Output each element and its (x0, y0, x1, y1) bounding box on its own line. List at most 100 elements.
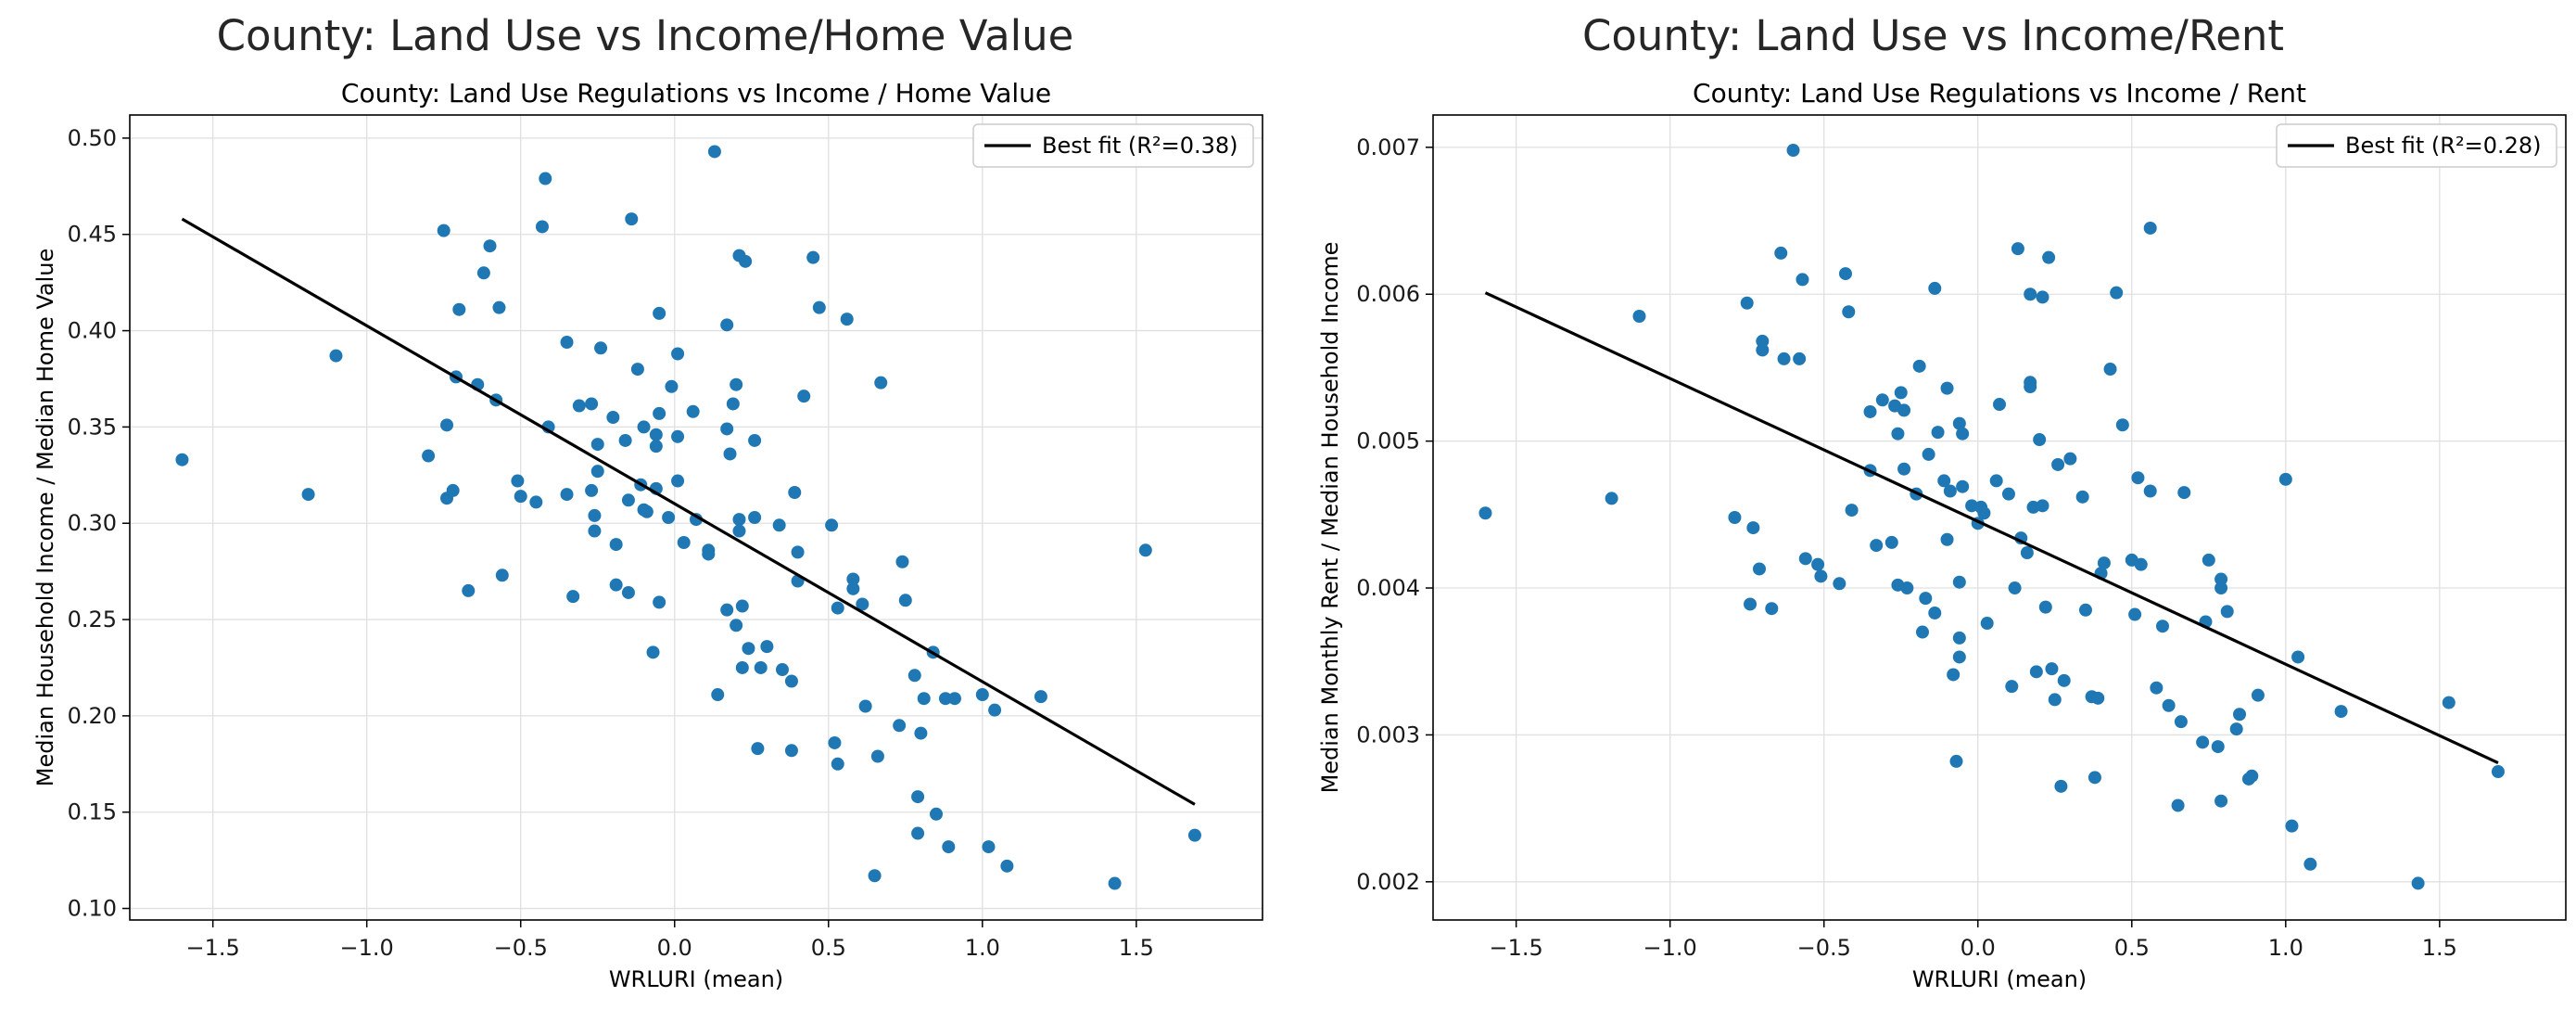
chart1-point (748, 433, 762, 447)
chart2-point (1774, 246, 1788, 260)
chart2-x-tick-label: −1.0 (1643, 935, 1697, 961)
chart1-point (846, 581, 860, 595)
chart2-point (1777, 351, 1791, 365)
chart2-point (1943, 484, 1957, 498)
chart1-point (784, 674, 798, 688)
chart2-y-tick-label: 0.002 (1356, 869, 1420, 895)
chart2-point (1952, 650, 1966, 664)
chart2-point (2024, 380, 2037, 394)
chart2-point (1956, 479, 1970, 493)
chart1-point (942, 840, 956, 854)
chart2-point (2150, 681, 2164, 695)
chart2-point (2024, 287, 2037, 301)
chart2-point (1952, 631, 1966, 645)
chart2-point (2001, 487, 2015, 501)
chart2-point (2110, 286, 2124, 300)
chart1-point (1034, 690, 1047, 704)
chart1-y-tick-label: 0.35 (68, 414, 117, 440)
chart2-point (2078, 603, 2092, 617)
chart1-point (742, 642, 755, 656)
chart2-point (1915, 625, 1929, 639)
chart1-point (492, 300, 506, 314)
chart1-point (874, 376, 888, 390)
chart1-x-tick-label: −1.5 (186, 935, 240, 961)
chart2-point (2334, 705, 2348, 719)
chart2-point (1897, 403, 1911, 417)
chart2-point (2008, 581, 2022, 595)
chart1-point (483, 239, 497, 253)
chart2-legend-box (2276, 123, 2557, 168)
chart1-x-tick-label: 0.0 (657, 935, 692, 961)
chart1-point (831, 757, 844, 771)
chart2-point (1875, 393, 1889, 407)
chart1-x-tick-label: 1.0 (965, 935, 1000, 961)
chart1-point (535, 220, 549, 234)
chart2-y-tick-label: 0.006 (1356, 281, 1420, 307)
chart1-point (514, 490, 527, 504)
chart2-point (1897, 462, 1911, 476)
chart2-point (2075, 490, 2089, 504)
chart1-point (495, 568, 509, 582)
chart2-point (1740, 296, 1754, 310)
chart1-y-tick-label: 0.30 (68, 510, 117, 536)
chart1-point (560, 336, 574, 350)
chart1-point (947, 692, 961, 706)
chart1-x-tick-label: −1.0 (340, 935, 394, 961)
chart1-y-axis-label: Median Household Income / Median Home Va… (32, 249, 58, 787)
chart2-legend: Best fit (R²=0.28) (2276, 123, 2557, 168)
chart2-x-tick-label: −0.5 (1797, 935, 1851, 961)
chart2-point (2045, 662, 2059, 676)
chart1-point (686, 404, 700, 418)
chart2-point (1793, 351, 1807, 365)
chart1-point (911, 826, 925, 840)
chart2-point (1940, 381, 1954, 395)
chart1-point (588, 524, 602, 538)
chart1-point (735, 599, 749, 613)
chart1-point (446, 483, 460, 497)
chart2-point (2251, 688, 2265, 702)
chart1-axes: −1.5 −1.0 −0.5 0.0 0.5 1.0 1.5 0.10 0.15 0.20 0.25… (32, 78, 1263, 992)
chart1-point (594, 341, 608, 355)
chart1-point (585, 397, 599, 411)
chart1-point (462, 583, 476, 597)
chart1-point (732, 524, 746, 538)
chart1-point (609, 578, 623, 592)
chart1-point (707, 145, 721, 159)
chart2-point (2005, 680, 2019, 694)
chart2-point (1993, 398, 2006, 412)
chart1-point (437, 224, 450, 237)
chart1-point (791, 545, 805, 559)
chart2-point (2177, 486, 2191, 500)
chart1-point (646, 645, 660, 659)
chart1-point (606, 411, 620, 425)
chart2-point (2091, 691, 2105, 705)
chart1-point (621, 585, 635, 599)
chart1-point (1187, 828, 1201, 842)
chart1-point (825, 518, 839, 532)
chart1-point (539, 172, 552, 185)
chart2-point (2054, 779, 2068, 793)
chart2-point (2038, 600, 2052, 614)
chart1-x-tick-label: 1.5 (1119, 935, 1154, 961)
chart1-point (831, 601, 844, 615)
chart2-point (1940, 532, 1954, 546)
chart2-point (2491, 765, 2505, 779)
chart2-point (1798, 552, 1812, 566)
chart1-point (846, 572, 860, 586)
chart1-point (828, 735, 842, 749)
chart1-point (775, 663, 789, 677)
chart2-y-tick-label: 0.005 (1356, 428, 1420, 454)
chart2-point (2285, 819, 2299, 833)
chart2-x-tick-label: −1.5 (1490, 935, 1543, 961)
chart2-point (1478, 506, 1492, 520)
chart1-point (911, 790, 925, 804)
chart1-point (572, 399, 586, 413)
chart2-point (2214, 794, 2228, 808)
chart2-point (2029, 665, 2043, 679)
chart2-point (1952, 416, 1966, 430)
chart2-point (1891, 427, 1905, 441)
chart1-point (588, 508, 602, 522)
chart2-point (2057, 673, 2071, 687)
chart1-point (711, 688, 725, 702)
chart1-point (702, 547, 716, 561)
